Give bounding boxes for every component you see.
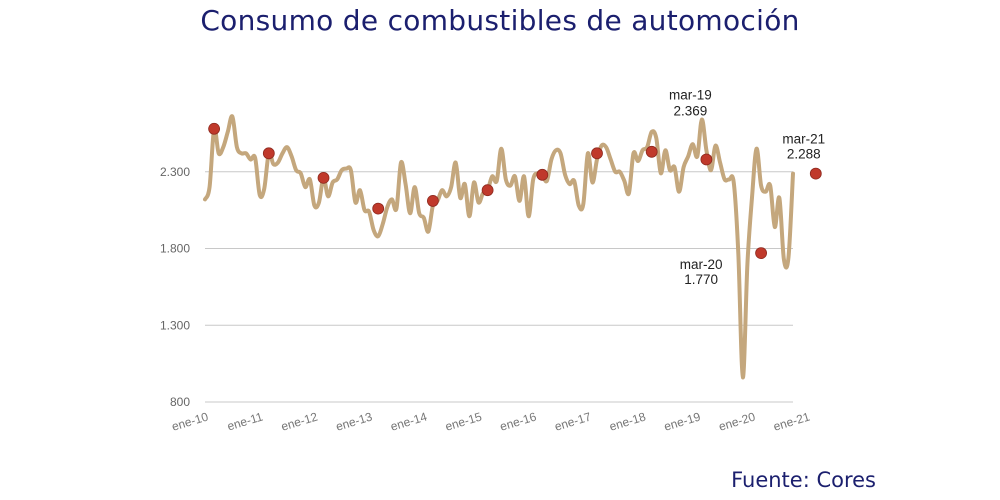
annotation-label: mar-21	[782, 132, 825, 147]
highlight-marker	[372, 202, 385, 215]
annotation-label: mar-19	[669, 87, 712, 102]
annotation-label: mar-20	[680, 257, 723, 272]
highlight-marker	[208, 122, 221, 135]
chart-title: Consumo de combustibles de automoción	[200, 4, 800, 37]
x-tick-label: ene-18	[608, 409, 648, 433]
x-tick-label: ene-10	[170, 409, 210, 433]
highlight-marker	[755, 247, 767, 260]
annotations: mar-192.369 mar-201.770 mar-212.288	[669, 87, 825, 287]
x-tick-label: ene-15	[444, 409, 484, 433]
x-tick-label: ene-11	[226, 409, 265, 433]
highlight-markers	[208, 122, 822, 260]
x-tick-label: ene-21	[772, 409, 812, 433]
series-line	[203, 114, 795, 380]
x-tick-label: ene-12	[279, 409, 319, 433]
highlight-marker	[317, 171, 330, 184]
highlight-marker	[809, 167, 822, 180]
highlight-marker	[645, 145, 658, 158]
y-tick-label: 800	[170, 395, 190, 409]
annotation-value: 2.288	[787, 147, 821, 162]
source-note: Fuente: Cores	[731, 468, 876, 492]
highlight-marker	[427, 195, 439, 207]
x-tick-label: ene-20	[717, 409, 757, 433]
y-tick-label: 2.300	[160, 165, 190, 179]
highlight-marker	[536, 168, 549, 181]
x-tick-label: ene-13	[334, 409, 374, 433]
highlight-marker	[591, 147, 603, 160]
y-tick-label: 1.800	[160, 242, 190, 256]
y-axis-labels: 800 1.300 1.800 2.300	[160, 165, 190, 409]
y-tick-label: 1.300	[160, 318, 190, 332]
annotation-value: 2.369	[673, 103, 707, 118]
x-tick-label: ene-17	[553, 409, 593, 433]
highlight-marker	[481, 184, 494, 197]
annotation-value: 1.770	[684, 272, 718, 287]
x-tick-label: ene-14	[389, 409, 429, 433]
highlight-marker	[262, 147, 275, 160]
x-axis-labels: ene-10 ene-11 ene-12 ene-13 ene-14 ene-15 ene-…	[170, 409, 812, 433]
x-tick-label: ene-16	[498, 409, 538, 433]
highlight-marker	[700, 153, 713, 166]
x-tick-label: ene-19	[662, 409, 702, 433]
